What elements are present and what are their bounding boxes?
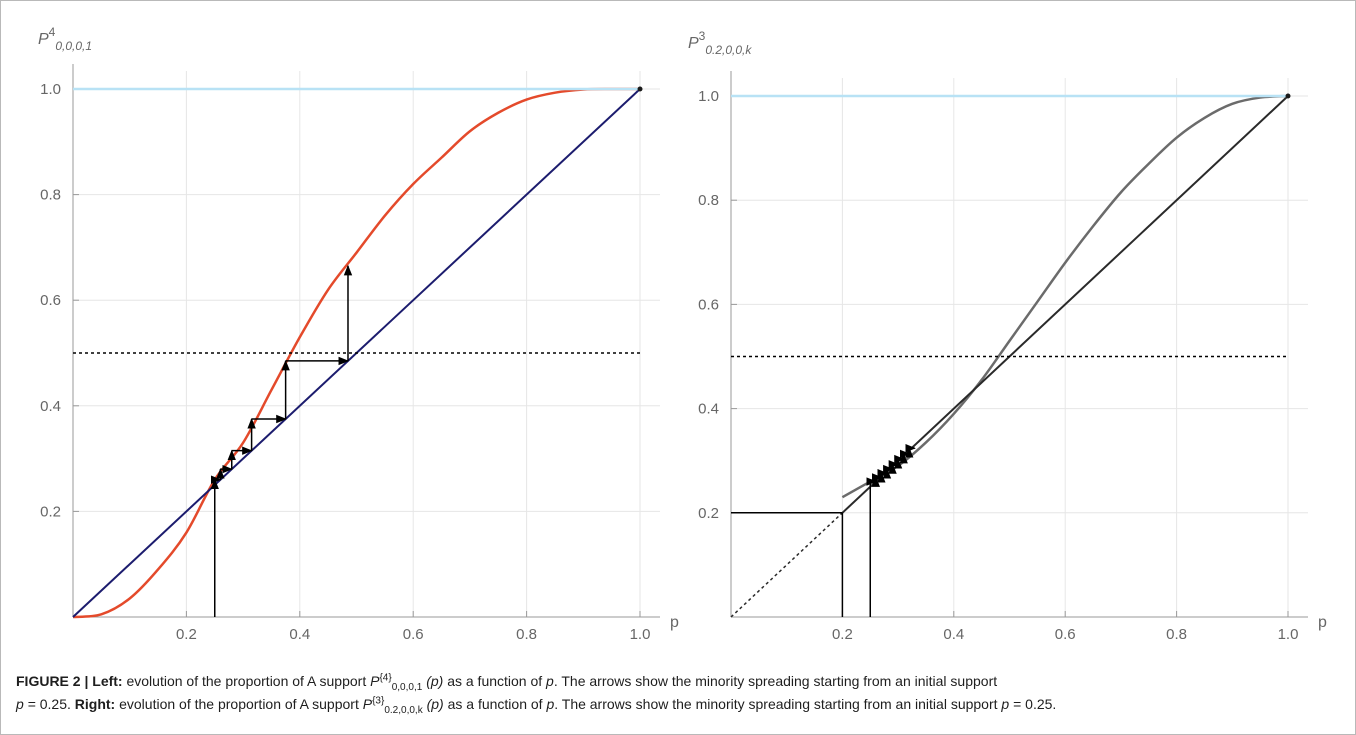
right-ytick-label-4: 1.0 xyxy=(698,88,719,105)
right-y-label-base: P xyxy=(688,35,699,52)
figure-caption: FIGURE 2 | Left: evolution of the propor… xyxy=(16,670,1346,716)
caption-right-text-2: as a function of xyxy=(447,696,543,712)
caption-left-head: Left: xyxy=(92,673,123,689)
left-ytick-label-1: 0.4 xyxy=(40,398,61,415)
left-y-axis-label: P40,0,0,1 xyxy=(38,25,92,53)
caption-right-head: Right: xyxy=(74,696,116,712)
right-xtick-label-4: 1.0 xyxy=(1278,626,1299,643)
caption-left-text-1: evolution of the proportion of A support xyxy=(126,673,367,689)
caption-p-var-1: p xyxy=(16,696,24,712)
right-series-dashed-diagonal-2 xyxy=(730,512,843,618)
right-y-axis-label: P30.2,0,0,k xyxy=(688,29,752,57)
caption-right-var-p: p xyxy=(546,696,555,712)
caption-right-p-sub: 0.2,0,0,k xyxy=(384,704,423,716)
right-series-curve-0 xyxy=(841,94,1289,499)
left-ytick-label-3: 0.8 xyxy=(40,187,61,204)
left-xtick-label-3: 0.8 xyxy=(516,626,537,643)
right-series-diagonal-1 xyxy=(841,95,1289,514)
left-xtick-label-0: 0.2 xyxy=(176,626,197,643)
figure-canvas: 0.2 0.4 0.6 0.8 1.00.20.40.60.81.0pP40,0,0,1… xyxy=(38,25,1327,643)
caption-left-var-p: p xyxy=(546,673,554,689)
right-y-label-sub: 0.2,0,0,k xyxy=(705,43,752,57)
caption-figure-label: FIGURE 2 | xyxy=(16,673,89,689)
caption-eq-value-2: = 0.25. xyxy=(1013,696,1057,712)
right-ytick-label-0: 0.2 xyxy=(698,505,719,522)
caption-line-2: p = 0.25. Right: evolution of the propor… xyxy=(16,695,1057,716)
caption-left-text-2: as a function of xyxy=(447,673,543,689)
caption-right-text-1: evolution of the proportion of A support xyxy=(119,696,359,712)
caption-right-text-3: . The arrows show the minority spreading… xyxy=(554,696,998,712)
right-xtick-label-2: 0.6 xyxy=(1055,626,1076,643)
left-x-axis-label: p xyxy=(670,614,679,631)
right-x-axis-label: p xyxy=(1318,614,1327,631)
caption-eq-value-1: = 0.25. xyxy=(27,696,71,712)
left-endpoint xyxy=(637,86,643,92)
caption-right-p-sup: {3} xyxy=(372,695,385,707)
right-xtick-label-0: 0.2 xyxy=(832,626,853,643)
caption-left-paren-p: (p) xyxy=(426,673,444,689)
right-xtick-label-1: 0.4 xyxy=(943,626,964,643)
right-y-label-sup: 3 xyxy=(699,29,706,43)
left-ytick-label-4: 1.0 xyxy=(40,81,61,98)
left-ytick-label-2: 0.6 xyxy=(40,292,61,309)
left-chart: 0.2 0.4 0.6 0.8 1.0 0.2 0.4 0.6 0.8 1.0 p P40,0,0,1 xyxy=(38,25,679,643)
left-xtick-label-4: 1.0 xyxy=(630,626,651,643)
caption-right-paren-p: (p) xyxy=(426,696,444,712)
left-y-label-base: P xyxy=(38,31,49,48)
left-ytick-label-0: 0.2 xyxy=(40,503,61,520)
right-ytick-label-1: 0.4 xyxy=(698,401,719,418)
right-endpoint xyxy=(1285,93,1291,99)
caption-left-p-sub: 0,0,0,1 xyxy=(391,681,423,693)
right-ytick-label-3: 0.8 xyxy=(698,192,719,209)
caption-line-1: FIGURE 2 | Left: evolution of the propor… xyxy=(16,672,998,693)
caption-left-text-3: . The arrows show the minority spreading… xyxy=(553,673,998,689)
left-xtick-label-2: 0.6 xyxy=(403,626,424,643)
right-xtick-label-3: 0.8 xyxy=(1166,626,1187,643)
left-xtick-label-1: 0.4 xyxy=(289,626,310,643)
caption-left-p-sup: {4} xyxy=(379,672,392,684)
right-ytick-label-2: 0.6 xyxy=(698,296,719,313)
left-y-label-sub: 0,0,0,1 xyxy=(55,39,92,53)
caption-p-var-2: p xyxy=(1001,696,1010,712)
left-series-curve-0 xyxy=(72,87,641,619)
left-y-label-sup: 4 xyxy=(49,25,56,39)
right-chart: 0.2 0.4 0.6 0.8 1.0 0.2 0.4 0.6 0.8 1.0 p P30.2,0,0… xyxy=(688,29,1327,643)
